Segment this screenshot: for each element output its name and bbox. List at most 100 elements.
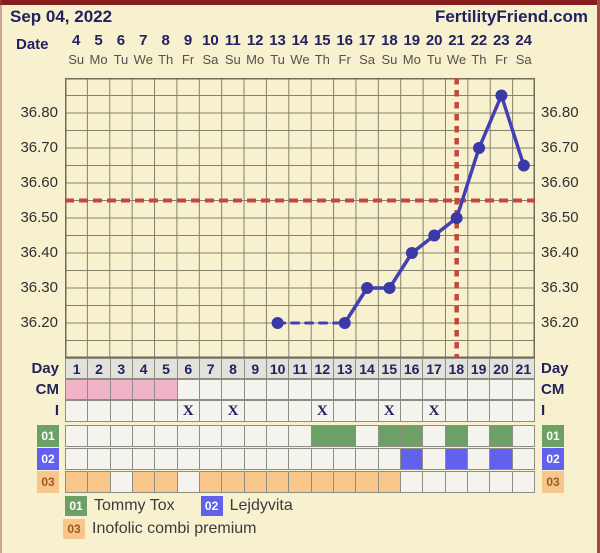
med-02-cell-16 bbox=[401, 449, 423, 469]
date-cell: 19 bbox=[403, 32, 421, 49]
cm-cell-21 bbox=[512, 380, 534, 399]
intercourse-cell-18 bbox=[445, 401, 467, 421]
weekday-cell: Su bbox=[224, 52, 241, 67]
y-tick-36.50: 36.50 bbox=[541, 209, 579, 226]
day-cell-1[interactable]: 1 bbox=[66, 359, 88, 378]
weekday-cell: Th bbox=[314, 52, 330, 67]
med-02-cell-14 bbox=[356, 449, 378, 469]
med-01-cell-13 bbox=[334, 426, 356, 446]
med-chip-02-right: 02 bbox=[542, 448, 564, 470]
med-chip-02-left: 02 bbox=[37, 448, 59, 470]
cm-cell-20 bbox=[490, 380, 512, 399]
legend-chip-01: 01 bbox=[65, 496, 87, 516]
day-label-left: Day bbox=[31, 360, 59, 377]
cm-cell-14 bbox=[356, 380, 378, 399]
intercourse-cell-14 bbox=[356, 401, 378, 421]
day-cell-5[interactable]: 5 bbox=[155, 359, 177, 378]
y-tick-36.60: 36.60 bbox=[20, 174, 58, 191]
date-cell: 17 bbox=[358, 32, 376, 49]
y-tick-36.50: 36.50 bbox=[20, 209, 58, 226]
day-cell-7[interactable]: 7 bbox=[200, 359, 222, 378]
temperature-segment bbox=[343, 286, 369, 325]
med-02-cell-21 bbox=[512, 449, 534, 469]
intercourse-cell-12: X bbox=[311, 401, 333, 421]
day-cell-13[interactable]: 13 bbox=[334, 359, 356, 378]
day-cell-2[interactable]: 2 bbox=[88, 359, 110, 378]
temperature-chart bbox=[65, 78, 535, 358]
calendar-dates-row: 4 5 6 7 8 9 10 11 12 13 14 15 16 17 18 19 20 21 22 23 24 bbox=[65, 31, 535, 51]
day-cell-14[interactable]: 14 bbox=[356, 359, 378, 378]
med-03-cell-18 bbox=[445, 472, 467, 492]
temp-point-day-17 bbox=[428, 229, 441, 242]
top-accent-strip bbox=[0, 0, 600, 5]
med-03-cell-15 bbox=[378, 472, 400, 492]
legend-name-01: Tommy Tox bbox=[94, 497, 175, 514]
legend-chip-02: 02 bbox=[200, 496, 223, 516]
med-01-cell-17 bbox=[423, 426, 445, 446]
med-01-cell-2 bbox=[88, 426, 110, 446]
med-chip-01-right: 01 bbox=[542, 425, 564, 447]
date-cell: 11 bbox=[224, 32, 241, 49]
intercourse-cell-21 bbox=[512, 401, 534, 421]
intercourse-cell-19 bbox=[468, 401, 490, 421]
day-cell-11[interactable]: 11 bbox=[289, 359, 311, 378]
weekday-cell: Tu bbox=[426, 52, 442, 67]
med-02-cell-11 bbox=[289, 449, 311, 469]
legend-item-03: 03 Inofolic combi premium bbox=[63, 519, 257, 539]
date-cell: 16 bbox=[336, 32, 354, 49]
temp-point-day-19 bbox=[473, 142, 486, 154]
temp-point-day-15 bbox=[383, 282, 396, 294]
med-chip-03-left: 03 bbox=[37, 471, 59, 493]
cm-cell-18 bbox=[445, 380, 467, 399]
day-cell-18[interactable]: 18 bbox=[445, 359, 467, 378]
date-cell: 24 bbox=[515, 32, 533, 49]
med-02-cell-2 bbox=[88, 449, 110, 469]
day-cell-15[interactable]: 15 bbox=[378, 359, 400, 378]
med-01-cell-1 bbox=[66, 426, 88, 446]
day-cell-10[interactable]: 10 bbox=[267, 359, 289, 378]
weekday-cell: We bbox=[133, 52, 153, 67]
med-02-cell-19 bbox=[468, 449, 490, 469]
med-chip-01-left: 01 bbox=[37, 425, 59, 447]
intercourse-cell-2 bbox=[88, 401, 110, 421]
legend-line-2: 03 Inofolic combi premium bbox=[63, 519, 283, 539]
date-cell: 6 bbox=[116, 32, 126, 49]
y-tick-36.80: 36.80 bbox=[541, 104, 579, 121]
left-accent-strip bbox=[0, 0, 2, 553]
day-cell-17[interactable]: 17 bbox=[423, 359, 445, 378]
temp-point-day-21 bbox=[517, 159, 530, 172]
med-02-cell-6 bbox=[177, 449, 199, 469]
day-cell-20[interactable]: 20 bbox=[490, 359, 512, 378]
med-03-cell-1 bbox=[66, 472, 88, 492]
med-01-cell-9 bbox=[244, 426, 266, 446]
day-cell-19[interactable]: 19 bbox=[468, 359, 490, 378]
day-cell-21[interactable]: 21 bbox=[512, 359, 534, 378]
med-03-cell-6 bbox=[177, 472, 199, 492]
day-cell-4[interactable]: 4 bbox=[133, 359, 155, 378]
day-cell-12[interactable]: 12 bbox=[311, 359, 333, 378]
day-cell-9[interactable]: 9 bbox=[244, 359, 266, 378]
med-01-cell-21 bbox=[512, 426, 534, 446]
day-cell-6[interactable]: 6 bbox=[177, 359, 199, 378]
chart-date: Sep 04, 2022 bbox=[10, 7, 113, 26]
date-cell: 9 bbox=[183, 32, 193, 49]
intercourse-cell-4 bbox=[133, 401, 155, 421]
intercourse-cell-15: X bbox=[378, 401, 400, 421]
med-03-cell-16 bbox=[401, 472, 423, 492]
cm-cell-5 bbox=[155, 380, 177, 399]
day-cell-8[interactable]: 8 bbox=[222, 359, 244, 378]
intercourse-cell-3 bbox=[110, 401, 132, 421]
med-01-cell-11 bbox=[289, 426, 311, 446]
legend-item-01: 01 Tommy Tox bbox=[65, 496, 175, 516]
day-cell-3[interactable]: 3 bbox=[110, 359, 132, 378]
med-01-cell-20 bbox=[490, 426, 512, 446]
cm-cell-10 bbox=[267, 380, 289, 399]
day-cell-16[interactable]: 16 bbox=[401, 359, 423, 378]
intercourse-cell-20 bbox=[490, 401, 512, 421]
brand-link[interactable]: FertilityFriend.com bbox=[434, 7, 588, 26]
intercourse-cell-6: X bbox=[177, 401, 199, 421]
med-01-cell-12 bbox=[311, 426, 333, 446]
date-cell: 5 bbox=[94, 32, 103, 49]
